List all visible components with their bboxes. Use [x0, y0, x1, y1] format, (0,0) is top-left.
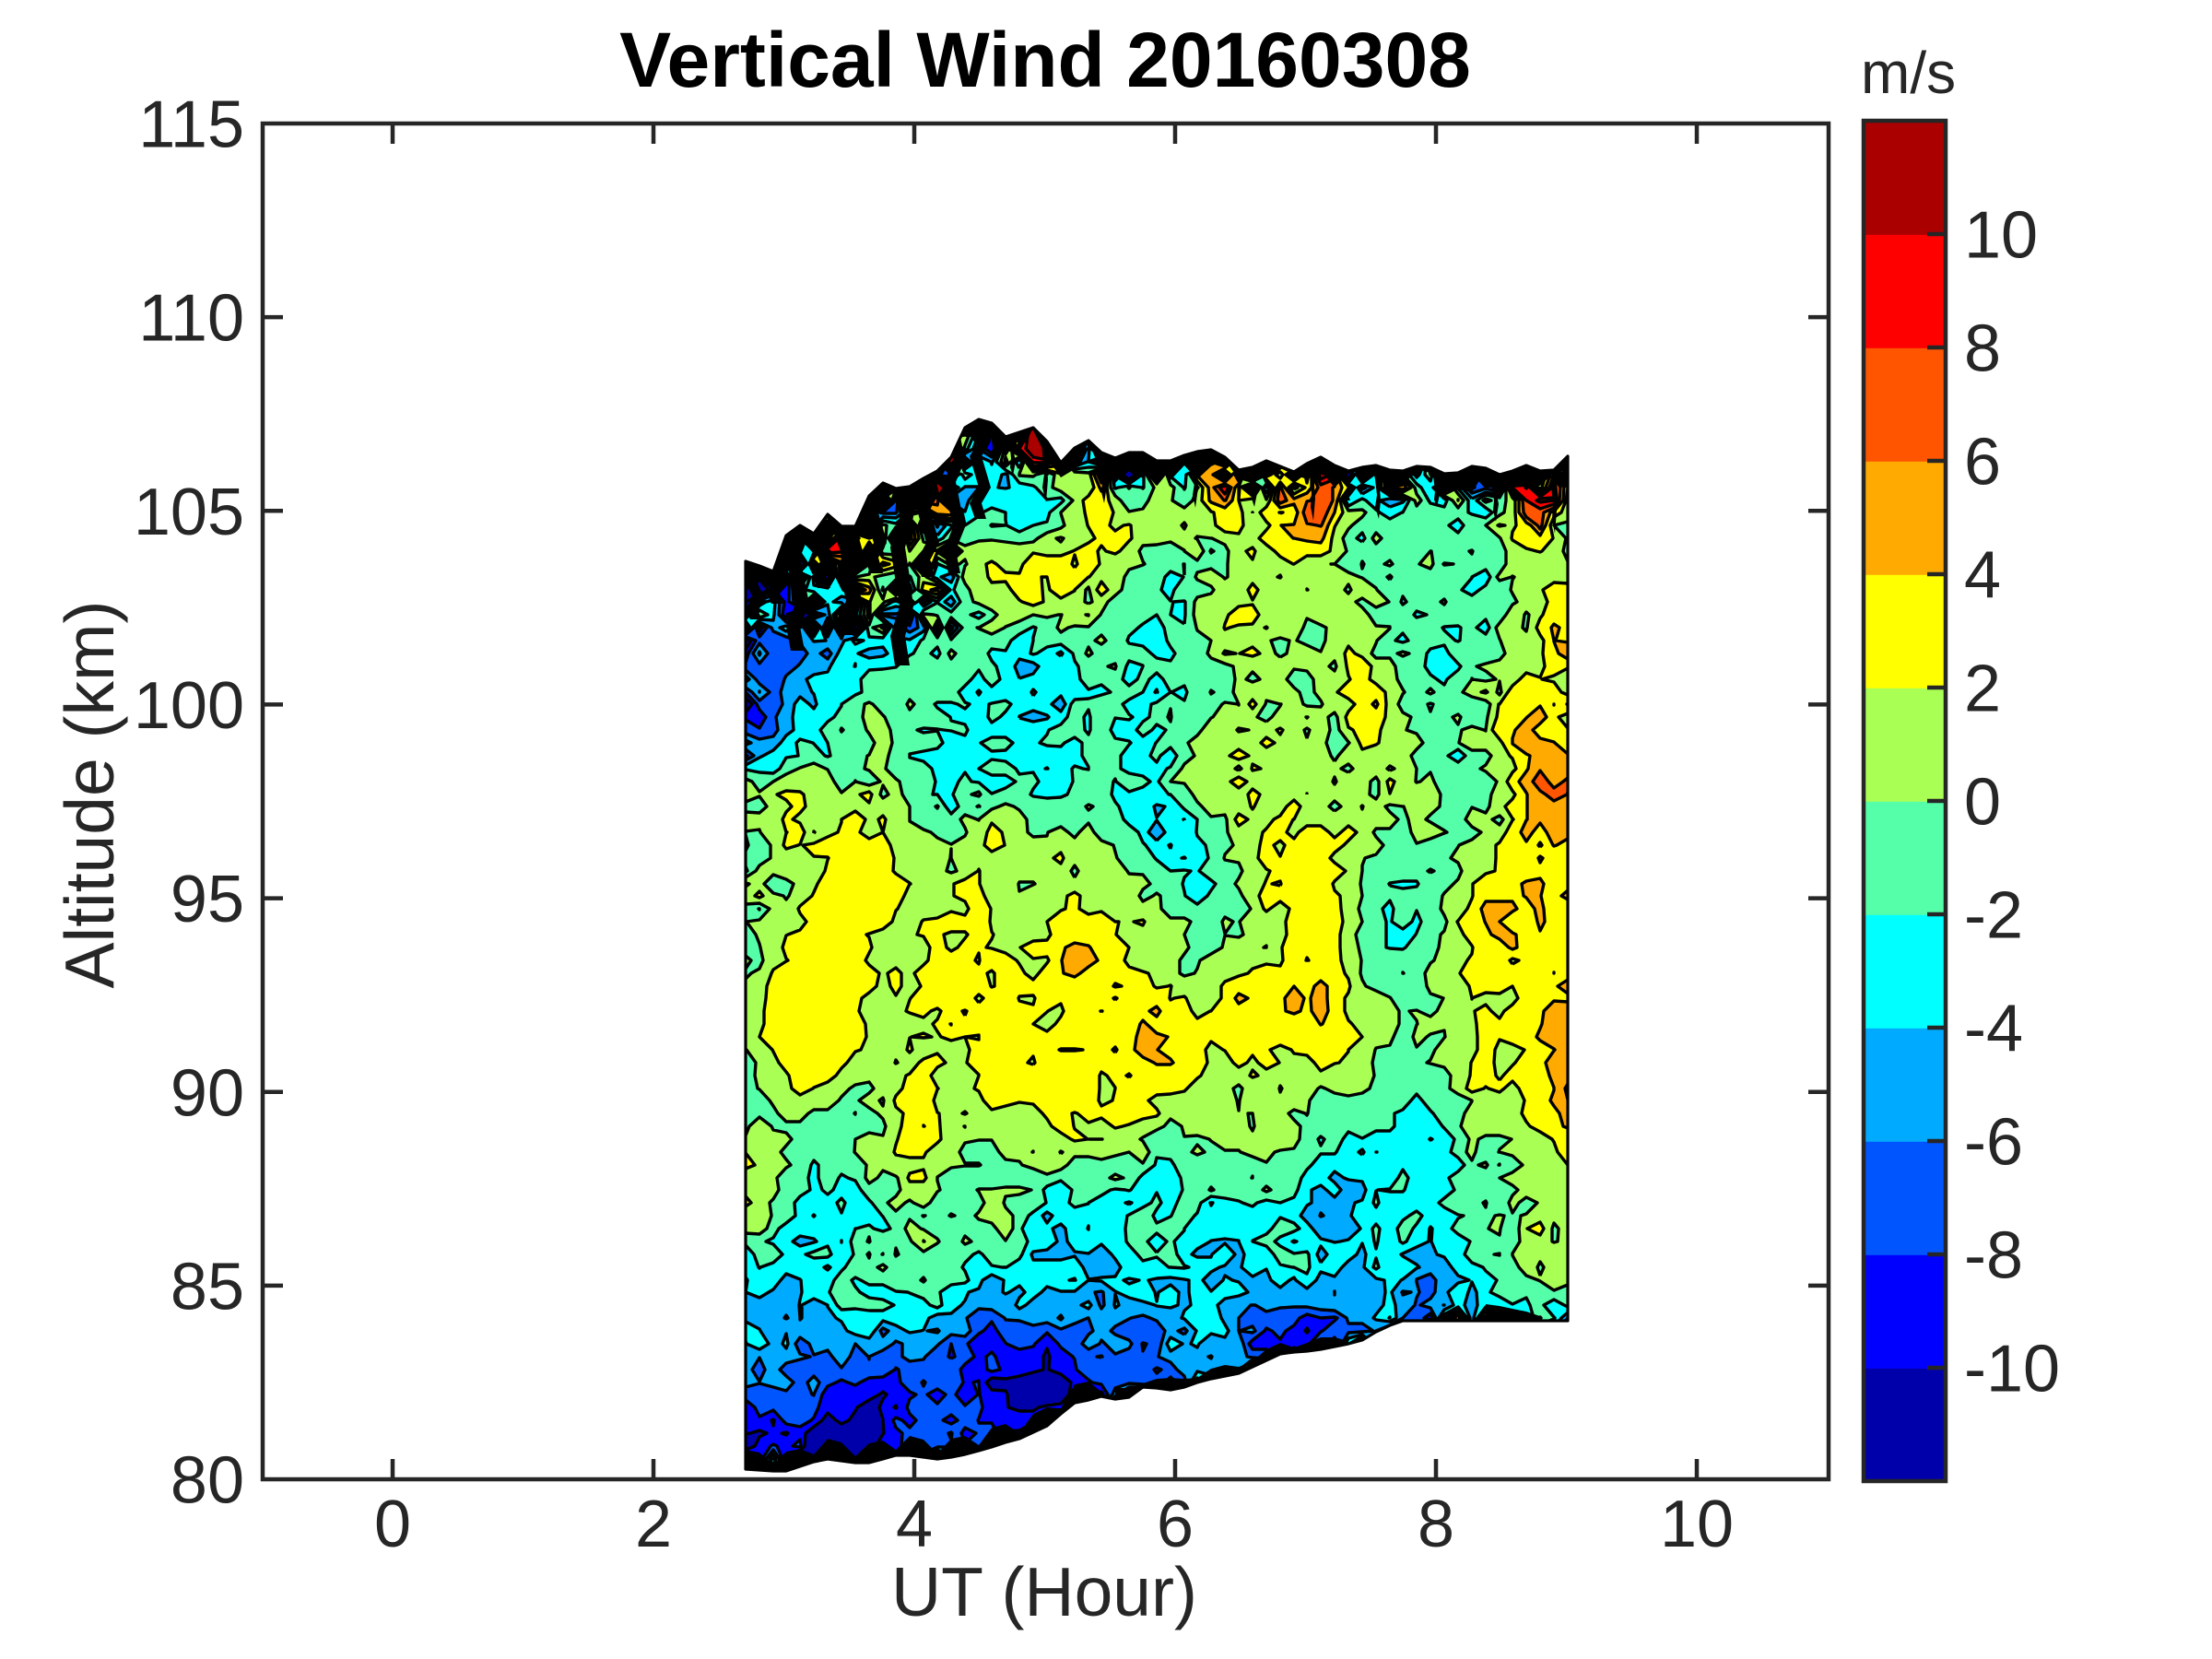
svg-text:90: 90 [171, 1056, 244, 1130]
svg-text:85: 85 [171, 1250, 244, 1324]
svg-text:-6: -6 [1964, 1106, 2023, 1180]
svg-text:UT (Hour): UT (Hour) [891, 1553, 1197, 1630]
svg-text:-10: -10 [1964, 1333, 2060, 1406]
svg-text:2: 2 [635, 1488, 672, 1561]
svg-text:-8: -8 [1964, 1219, 2023, 1293]
svg-text:115: 115 [138, 88, 244, 162]
svg-text:m/s: m/s [1861, 40, 1956, 106]
svg-text:8: 8 [1418, 1488, 1454, 1561]
svg-text:110: 110 [138, 282, 244, 356]
svg-text:8: 8 [1964, 312, 2001, 386]
svg-text:-2: -2 [1964, 879, 2023, 953]
svg-text:Altitude (km): Altitude (km) [51, 601, 128, 989]
svg-text:105: 105 [134, 476, 244, 549]
svg-text:95: 95 [171, 863, 244, 936]
svg-text:-4: -4 [1964, 993, 2023, 1066]
svg-text:6: 6 [1157, 1488, 1194, 1561]
svg-text:0: 0 [1964, 766, 2001, 840]
svg-text:6: 6 [1964, 426, 2001, 500]
svg-text:Vertical Wind 20160308: Vertical Wind 20160308 [619, 17, 1471, 103]
svg-text:10: 10 [1660, 1488, 1734, 1561]
svg-text:80: 80 [171, 1444, 244, 1518]
svg-text:100: 100 [134, 669, 244, 743]
svg-text:4: 4 [1964, 539, 2001, 613]
svg-text:4: 4 [896, 1488, 933, 1561]
svg-text:10: 10 [1964, 199, 2038, 273]
svg-text:0: 0 [374, 1488, 411, 1561]
svg-text:2: 2 [1964, 653, 2001, 726]
